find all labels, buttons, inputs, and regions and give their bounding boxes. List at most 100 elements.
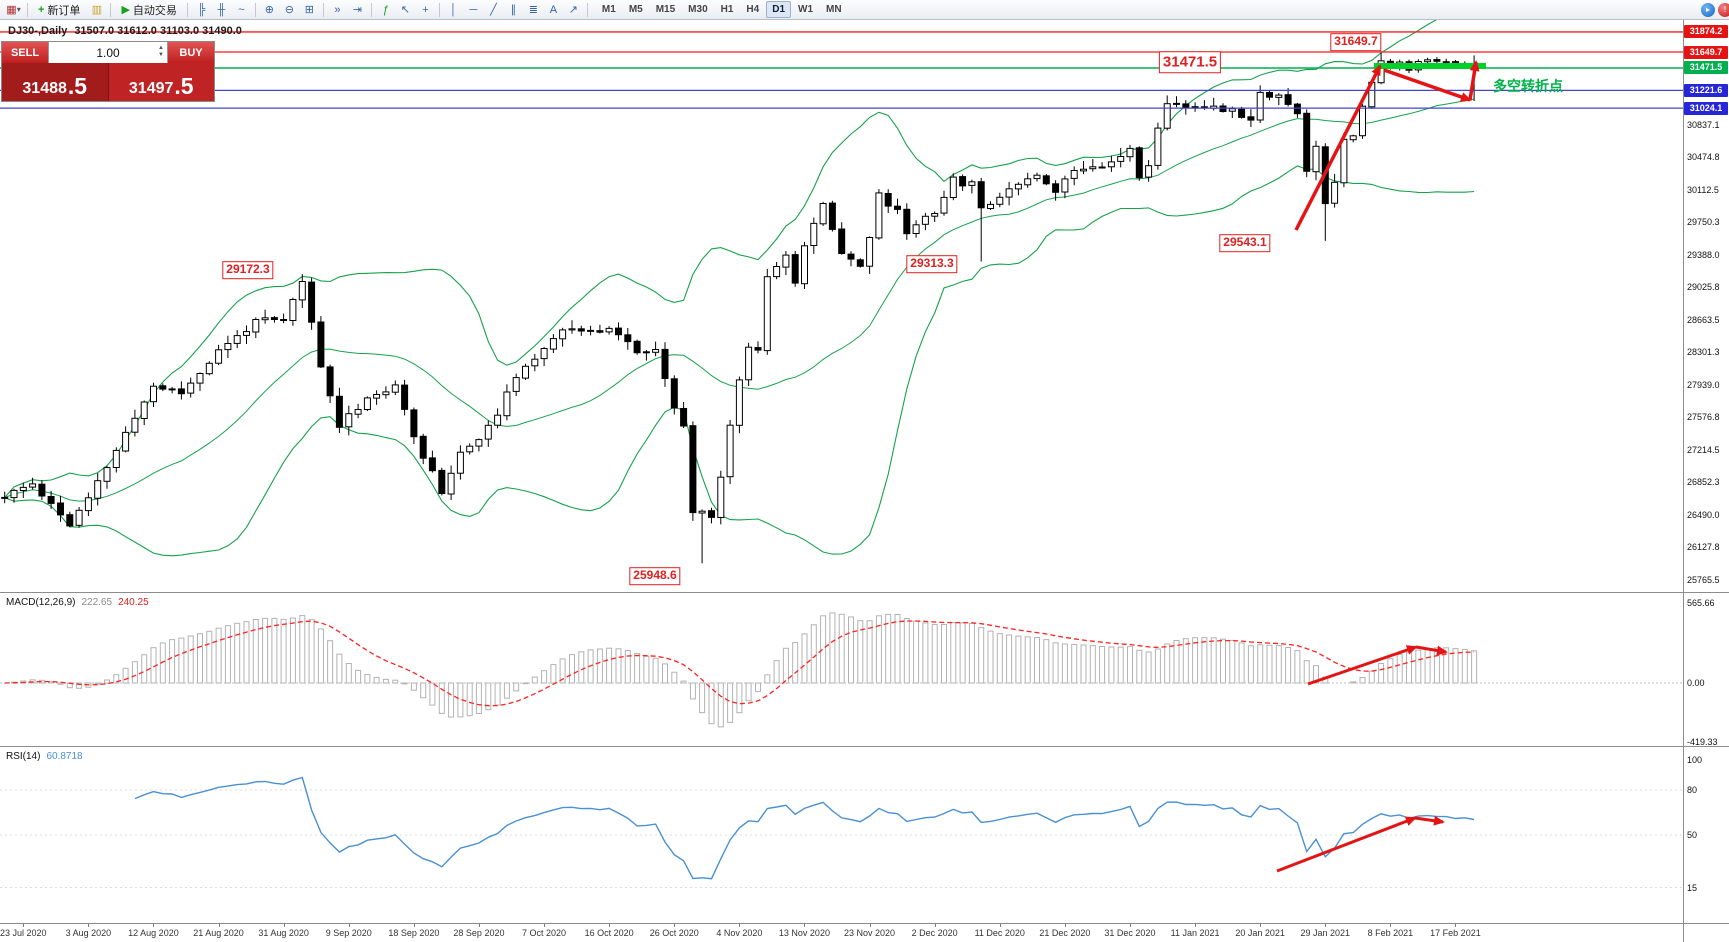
ohlc-values: 31507.0 31612.0 31103.0 31490.0 bbox=[74, 25, 242, 37]
timeframe-m1-button[interactable]: M1 bbox=[601, 4, 616, 15]
step-down-icon[interactable]: ▼ bbox=[158, 52, 164, 58]
date-tick bbox=[1129, 923, 1131, 927]
plus-icon: + bbox=[38, 3, 45, 16]
zoom-out-button[interactable]: ⊖ bbox=[280, 1, 299, 18]
turning-point-note[interactable]: 多空转折点 bbox=[1493, 78, 1563, 94]
date-tick bbox=[1455, 923, 1457, 927]
price-annotation-label[interactable]: 31471.5 bbox=[1158, 51, 1222, 73]
sell-button[interactable]: SELL bbox=[2, 42, 48, 63]
date-tick bbox=[609, 923, 611, 927]
date-tick bbox=[23, 923, 25, 927]
rsi-axis-tick: 50 bbox=[1687, 830, 1698, 840]
horizontal-line-button[interactable]: ─ bbox=[464, 1, 483, 18]
price-annotation-label[interactable]: 29172.3 bbox=[222, 261, 274, 279]
date-label: 8 Feb 2021 bbox=[1367, 928, 1414, 938]
date-label: 20 Jan 2021 bbox=[1235, 928, 1285, 938]
timeframe-m30-button[interactable]: M30 bbox=[688, 4, 708, 15]
rsi-axis-tick: 100 bbox=[1687, 755, 1703, 765]
community-icon[interactable]: ▸ bbox=[1701, 2, 1715, 17]
channel-icon: ∥ bbox=[510, 4, 517, 16]
date-tick bbox=[218, 923, 220, 927]
volume-value: 1.00 bbox=[96, 45, 120, 60]
price-axis-column[interactable] bbox=[1684, 20, 1729, 942]
bid-price[interactable]: 31488 .5 bbox=[2, 63, 108, 101]
time-axis[interactable] bbox=[0, 924, 1683, 942]
line-chart-button[interactable]: ~ bbox=[232, 1, 251, 18]
channel-button[interactable]: ∥ bbox=[504, 1, 523, 18]
one-click-trading-panel: SELL 1.00 ▲ ▼ BUY 31488 .5 31497 .5 bbox=[1, 41, 215, 102]
date-tick bbox=[1064, 923, 1066, 927]
price-annotation-label[interactable]: 29313.3 bbox=[906, 255, 958, 273]
date-tick bbox=[283, 923, 285, 927]
fibonacci-button[interactable]: ≣ bbox=[524, 1, 543, 18]
date-tick bbox=[739, 923, 741, 927]
candlestick-chart-button[interactable]: ╫ bbox=[212, 1, 231, 18]
alerts-icon[interactable]: ! bbox=[1718, 2, 1729, 17]
price-axis-tick: 30112.5 bbox=[1687, 184, 1719, 195]
date-label: 17 Feb 2021 bbox=[1430, 928, 1481, 938]
auto-trading-label: 自动交易 bbox=[132, 4, 177, 17]
crosshair-button[interactable]: + bbox=[416, 1, 435, 18]
price-axis-tick: 27576.8 bbox=[1687, 412, 1720, 423]
price-axis-tag: 31649.7 bbox=[1684, 45, 1728, 59]
timeframe-w1-button[interactable]: W1 bbox=[798, 4, 814, 15]
macd-rsi-separator[interactable] bbox=[0, 746, 1729, 747]
chart-profiles-button[interactable]: ▥ bbox=[87, 1, 106, 18]
buy-button[interactable]: BUY bbox=[168, 42, 214, 63]
trendline-button[interactable]: ╱ bbox=[484, 1, 503, 18]
price-axis-tick: 27939.0 bbox=[1687, 379, 1720, 390]
date-tick bbox=[804, 923, 806, 927]
date-label: 23 Nov 2020 bbox=[844, 928, 896, 938]
zoom-in-button[interactable]: ⊕ bbox=[260, 1, 279, 18]
zoom-in-icon: ⊕ bbox=[264, 4, 275, 16]
ask-big-digits: .5 bbox=[174, 73, 194, 100]
date-tick bbox=[1260, 923, 1262, 927]
vertical-line-button[interactable]: │ bbox=[444, 1, 463, 18]
rsi-value: 60.8718 bbox=[46, 751, 83, 762]
bid-big-digits: .5 bbox=[67, 73, 88, 100]
main-macd-separator[interactable] bbox=[0, 592, 1729, 593]
toolbar-divider bbox=[370, 2, 372, 17]
profiles-icon: ▥ bbox=[91, 4, 103, 16]
step-up-icon[interactable]: ▲ bbox=[158, 45, 164, 51]
macd-axis-tick: 565.66 bbox=[1687, 598, 1715, 608]
arrows-tool-button[interactable]: ↗ bbox=[564, 1, 583, 18]
tile-windows-button[interactable]: ⊞ bbox=[300, 1, 319, 18]
auto-trading-button[interactable]: ▶ 自动交易 bbox=[115, 1, 182, 18]
timeframe-mn-button[interactable]: MN bbox=[826, 4, 842, 15]
text-tool-button[interactable]: A bbox=[544, 1, 563, 18]
volume-input[interactable]: 1.00 ▲ ▼ bbox=[48, 42, 168, 63]
rsi-timeaxis-separator bbox=[0, 923, 1729, 924]
macd-signal-value: 240.25 bbox=[118, 597, 149, 608]
date-tick bbox=[1390, 923, 1392, 927]
macd-axis-tick: -419.33 bbox=[1687, 737, 1718, 747]
volume-stepper[interactable]: ▲ ▼ bbox=[158, 45, 164, 59]
new-order-button[interactable]: + 新订单 bbox=[32, 1, 86, 18]
timeframe-d1-button[interactable]: D1 bbox=[766, 1, 792, 18]
toolbar-divider bbox=[254, 2, 256, 17]
price-annotation-label[interactable]: 25948.6 bbox=[629, 567, 681, 585]
price-axis-tick: 26127.8 bbox=[1687, 542, 1720, 553]
auto-scroll-button[interactable]: » bbox=[328, 1, 347, 18]
toolbar-divider bbox=[322, 2, 324, 17]
chart-shift-button[interactable]: ⇥ bbox=[348, 1, 367, 18]
ask-price[interactable]: 31497 .5 bbox=[107, 63, 214, 101]
horizontal-line-icon: ─ bbox=[469, 3, 478, 16]
price-annotation-label[interactable]: 29543.1 bbox=[1219, 234, 1271, 252]
date-tick bbox=[1195, 923, 1197, 927]
price-axis-tick: 25765.5 bbox=[1687, 574, 1720, 585]
timeframe-h4-button[interactable]: H4 bbox=[746, 4, 760, 15]
new-chart-button[interactable]: ▦ ▾ bbox=[4, 1, 23, 18]
timeframe-m5-button[interactable]: M5 bbox=[628, 4, 643, 15]
timeframe-m15-button[interactable]: M15 bbox=[655, 4, 676, 15]
cursor-button[interactable]: ↖ bbox=[396, 1, 415, 18]
price-annotation-label[interactable]: 31649.7 bbox=[1330, 33, 1382, 51]
toolbar-divider bbox=[110, 2, 112, 17]
price-axis-tick: 28301.3 bbox=[1687, 347, 1720, 358]
bar-chart-button[interactable]: ╠ bbox=[192, 1, 211, 18]
price-axis-tick: 30837.1 bbox=[1687, 119, 1720, 130]
indicators-button[interactable]: ƒ bbox=[376, 1, 395, 18]
price-axis-tick: 28663.5 bbox=[1687, 314, 1720, 325]
timeframe-h1-button[interactable]: H1 bbox=[720, 4, 734, 15]
